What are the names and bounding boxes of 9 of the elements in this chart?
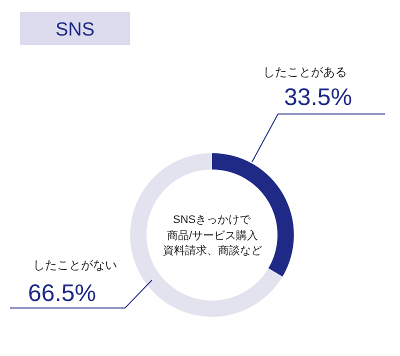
slice-label: したことがない <box>33 258 117 272</box>
data-label: 33.5% <box>284 84 352 111</box>
chart-title: SNS <box>55 20 95 41</box>
text: 商品/サービス購入 <box>167 229 258 242</box>
text: 資料請求、商談など <box>163 244 262 257</box>
donut-slice <box>130 153 282 317</box>
slice-label: したことがある <box>263 65 347 79</box>
text: SNSきっかけで <box>173 214 252 226</box>
data-label: 66.5% <box>28 280 96 307</box>
